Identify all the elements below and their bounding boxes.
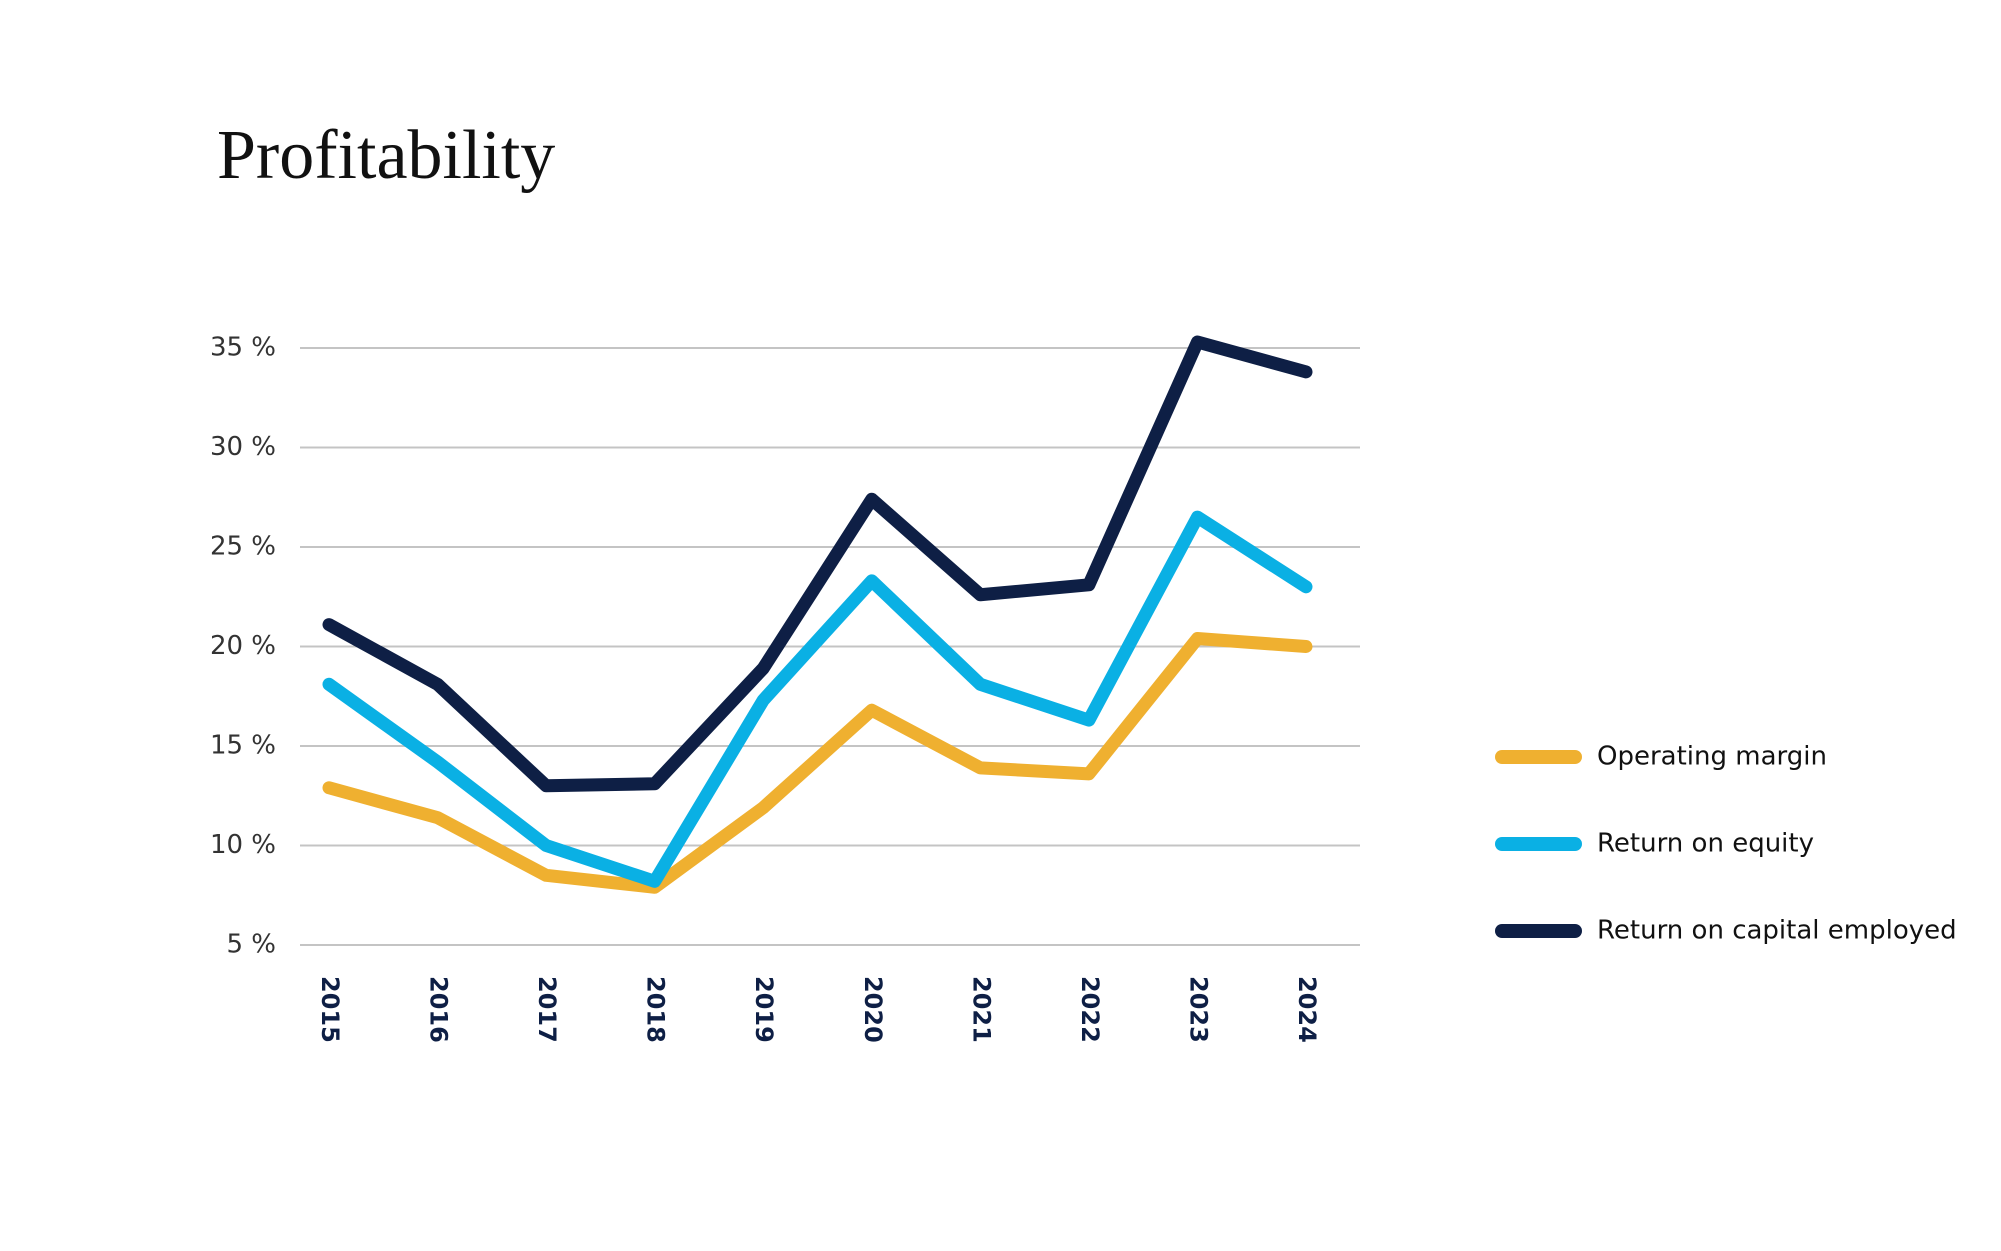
x-tick-label: 2020 <box>859 976 887 1043</box>
series-line <box>322 632 1313 894</box>
x-tick-label: 2016 <box>425 976 453 1043</box>
series-line <box>322 510 1313 888</box>
y-tick-label: 5 % <box>226 930 276 960</box>
legend-label: Return on equity <box>1597 829 1814 859</box>
y-tick-label: 30 % <box>210 432 276 462</box>
x-tick-label: 2023 <box>1184 976 1212 1043</box>
x-tick-label: 2021 <box>967 976 995 1043</box>
x-tick-label: 2015 <box>316 976 344 1043</box>
chart-title: Profitability <box>217 117 555 194</box>
x-tick-label: 2022 <box>1076 976 1104 1043</box>
x-tick-label: 2018 <box>642 976 670 1043</box>
y-tick-label: 25 % <box>210 532 276 562</box>
y-tick-label: 20 % <box>210 631 276 661</box>
x-tick-label: 2019 <box>750 976 778 1043</box>
legend-label: Operating margin <box>1597 742 1827 772</box>
x-tick-label: 2017 <box>533 976 561 1043</box>
y-tick-label: 35 % <box>210 333 276 363</box>
series-line <box>322 335 1313 793</box>
legend-label: Return on capital employed <box>1597 916 1957 946</box>
y-tick-label: 15 % <box>210 731 276 761</box>
y-tick-label: 10 % <box>210 830 276 860</box>
x-tick-label: 2024 <box>1293 976 1321 1043</box>
